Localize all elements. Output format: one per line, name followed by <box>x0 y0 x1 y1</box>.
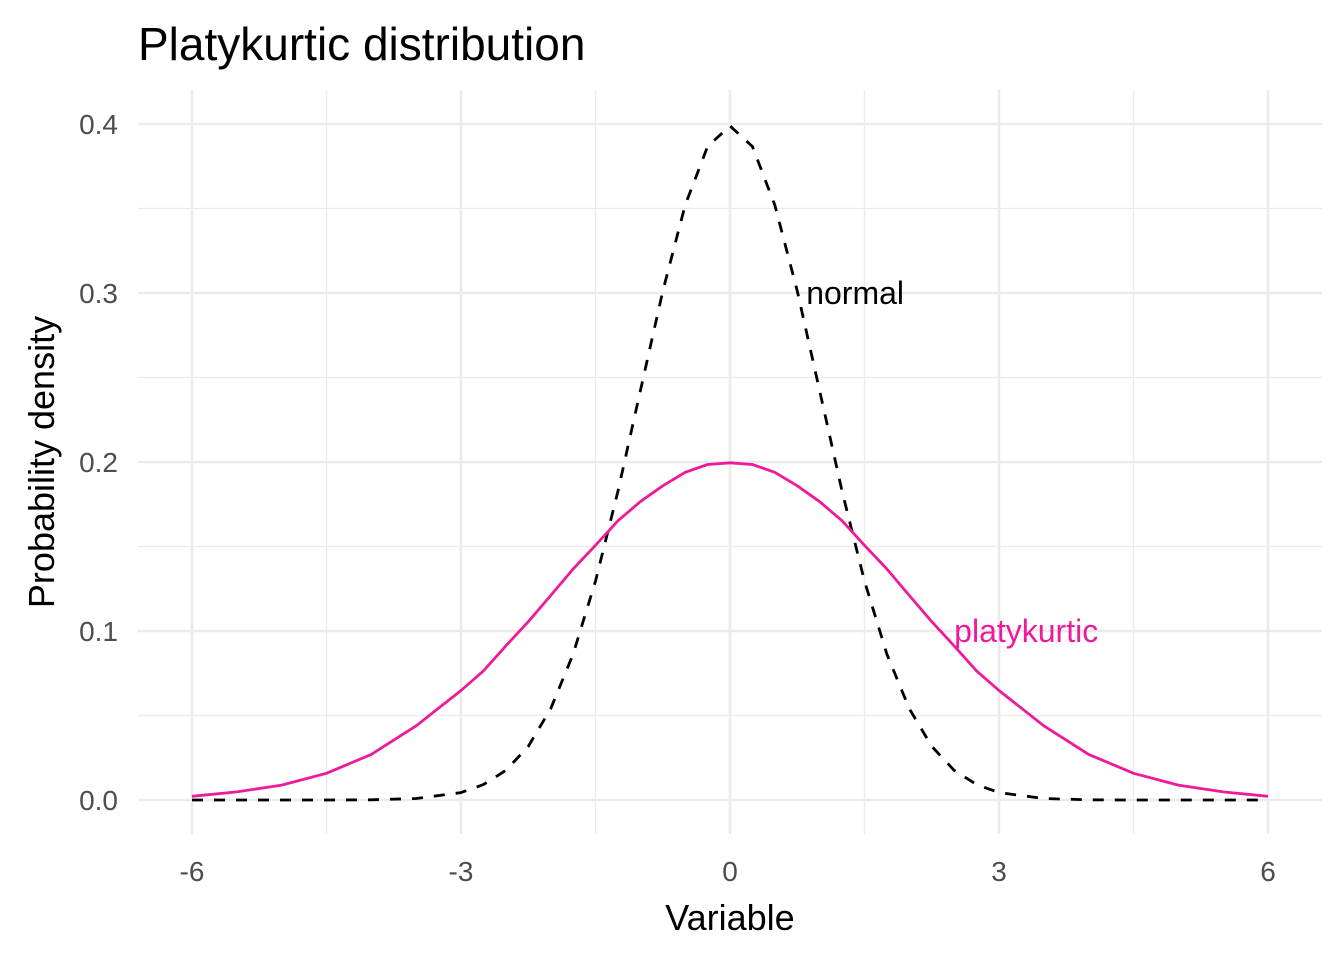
x-tick-label: 6 <box>1260 856 1276 887</box>
series-layer <box>191 124 1269 802</box>
tick-labels: -6 -3 0 3 6 0.0 0.1 0.2 0.3 0.4 <box>79 109 1276 887</box>
normal-annotation: normal <box>806 275 904 311</box>
x-tick-label: 0 <box>722 856 738 887</box>
platykurtic-series-line <box>191 461 1269 798</box>
x-axis-label: Variable <box>665 897 794 938</box>
y-tick-label: 0.4 <box>79 109 118 140</box>
y-tick-label: 0.1 <box>79 616 118 647</box>
chart-title: Platykurtic distribution <box>138 18 585 70</box>
y-tick-label: 0.2 <box>79 447 118 478</box>
x-tick-label: -6 <box>180 856 205 887</box>
platykurtic-annotation: platykurtic <box>954 613 1098 649</box>
x-tick-label: 3 <box>991 856 1007 887</box>
normal-series-line <box>192 124 1268 802</box>
x-tick-label: -3 <box>449 856 474 887</box>
y-tick-label: 0.3 <box>79 278 118 309</box>
y-tick-label: 0.0 <box>79 785 118 816</box>
annotations: normal platykurtic <box>806 275 1098 649</box>
y-axis-label: Probability density <box>21 316 62 608</box>
